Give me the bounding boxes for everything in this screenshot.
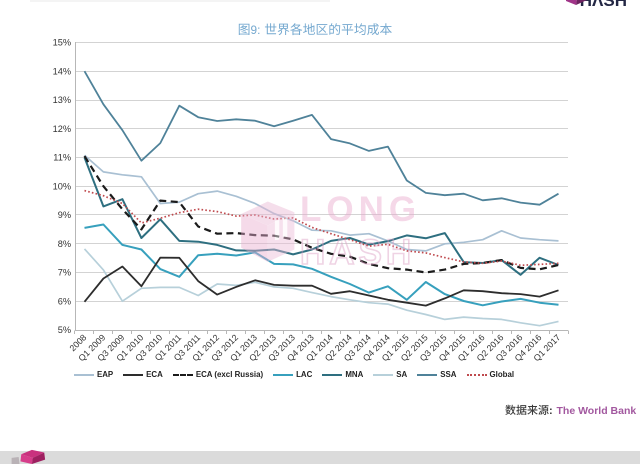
- svg-text:13%: 13%: [53, 95, 71, 105]
- svg-text:10%: 10%: [53, 181, 71, 191]
- svg-text:15%: 15%: [53, 38, 71, 48]
- svg-text::: :: [257, 23, 260, 37]
- svg-text:The World Bank: The World Bank: [557, 405, 637, 417]
- svg-text:7%: 7%: [58, 268, 71, 278]
- svg-text:8%: 8%: [58, 239, 71, 249]
- svg-text:6%: 6%: [58, 296, 71, 306]
- svg-text::: :: [549, 405, 553, 417]
- svg-text:9: 9: [251, 23, 258, 37]
- svg-text:12%: 12%: [53, 124, 71, 134]
- svg-text:14%: 14%: [53, 67, 71, 77]
- svg-text:5%: 5%: [58, 325, 71, 335]
- svg-text:11%: 11%: [53, 153, 71, 163]
- svg-text:9%: 9%: [58, 210, 71, 220]
